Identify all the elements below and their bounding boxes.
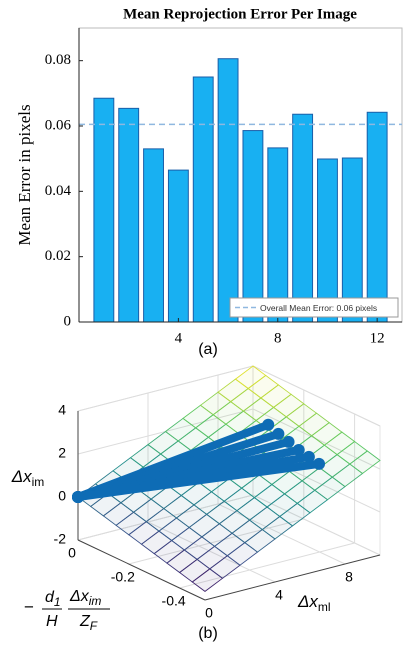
z-tick-label: 2 bbox=[58, 445, 66, 461]
subscript: F bbox=[90, 619, 98, 633]
grid-line bbox=[252, 365, 381, 427]
z-tick-label: -2 bbox=[54, 531, 67, 547]
y-tick-label: 0 bbox=[64, 313, 72, 329]
x-tick-label: 8 bbox=[345, 569, 353, 585]
x-tick-label: 12 bbox=[370, 330, 385, 346]
data-point bbox=[272, 427, 285, 440]
data-point bbox=[302, 450, 315, 463]
x-axis-label: Δxml bbox=[297, 592, 331, 614]
caption: (a) bbox=[198, 341, 218, 358]
chart-title: Mean Reprojection Error Per Image bbox=[123, 6, 357, 22]
label-text: Δx bbox=[11, 467, 32, 486]
legend-box bbox=[229, 297, 399, 318]
label-den: H bbox=[46, 613, 58, 630]
bar bbox=[341, 157, 363, 323]
y-tick-label: -0.4 bbox=[162, 593, 186, 609]
subscript: 1 bbox=[54, 595, 61, 609]
label-text: Δx bbox=[297, 592, 318, 611]
grid-line bbox=[77, 494, 254, 541]
bar bbox=[167, 169, 189, 323]
y-axis-label: Mean Error in pixels bbox=[15, 104, 34, 245]
y-axis-label: − d1 H Δxim ZF bbox=[24, 588, 110, 633]
data-point bbox=[72, 491, 84, 503]
bar bbox=[93, 97, 115, 323]
x-tick-label: 0 bbox=[205, 605, 213, 621]
y-tick-label: 0.04 bbox=[45, 183, 72, 199]
y-axis bbox=[77, 539, 206, 601]
data-point bbox=[282, 435, 295, 448]
legend-label: Overall Mean Error: 0.06 pixels bbox=[260, 303, 377, 313]
z-axis-label: Δxim bbox=[11, 467, 45, 489]
grid-line bbox=[77, 365, 254, 412]
x-tick-label: 4 bbox=[275, 587, 283, 603]
y-tick-label: 0.08 bbox=[45, 52, 71, 68]
subscript: im bbox=[89, 594, 102, 608]
label-text: Δx bbox=[69, 588, 90, 605]
y-tick-label: 0.06 bbox=[45, 117, 72, 133]
x-axis bbox=[204, 554, 381, 601]
label-den: ZF bbox=[79, 613, 98, 633]
label-sign: − bbox=[24, 597, 34, 616]
grid-line bbox=[252, 494, 381, 556]
bar bbox=[192, 76, 214, 323]
bar bbox=[292, 113, 314, 323]
data-point bbox=[262, 418, 275, 431]
bar bbox=[217, 58, 239, 323]
data-point bbox=[313, 457, 326, 470]
bar bbox=[267, 147, 289, 323]
caption: (b) bbox=[198, 625, 218, 642]
x-tick-label: 8 bbox=[274, 330, 282, 346]
grid-line bbox=[147, 521, 276, 583]
bar bbox=[242, 130, 264, 323]
bar bbox=[143, 148, 164, 323]
y-tick-label: 0 bbox=[68, 545, 76, 561]
data-point bbox=[292, 443, 305, 456]
y-tick-label: -0.2 bbox=[111, 569, 135, 585]
subscript: ml bbox=[318, 600, 331, 614]
bar bbox=[366, 111, 388, 323]
grid-line bbox=[179, 542, 355, 589]
subscript: im bbox=[32, 475, 45, 489]
bar bbox=[118, 107, 140, 323]
y-tick-label: 0.02 bbox=[45, 248, 71, 264]
label-num: Δxim bbox=[69, 588, 101, 608]
z-tick-label: 0 bbox=[58, 488, 66, 504]
surface-cell bbox=[349, 450, 381, 475]
x-tick-label: 4 bbox=[175, 330, 183, 346]
data-ray bbox=[74, 459, 324, 501]
z-tick-label: 4 bbox=[58, 402, 66, 418]
label-text: d bbox=[45, 589, 55, 606]
label-text: Z bbox=[79, 613, 91, 630]
label-num: d1 bbox=[45, 589, 61, 609]
